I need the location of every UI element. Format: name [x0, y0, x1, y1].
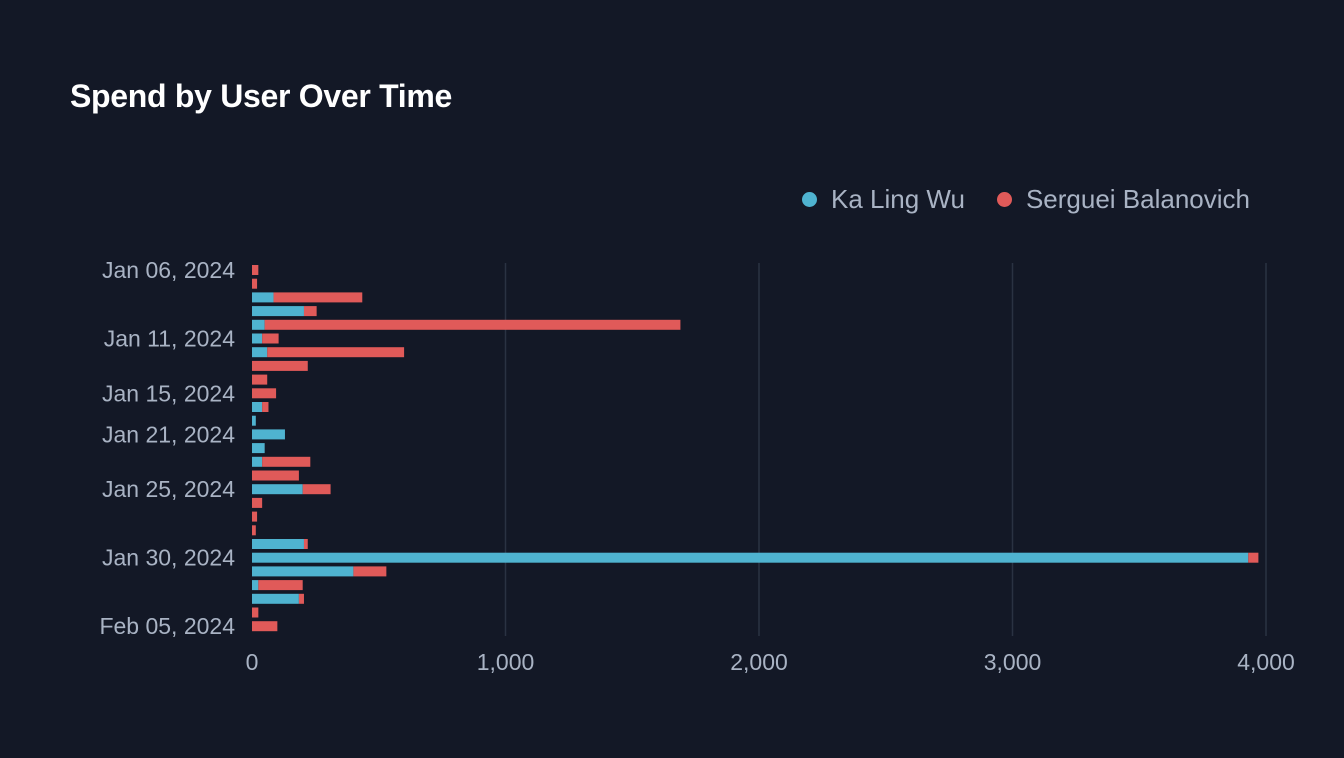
- y-tick-label-jan-25-2024: Jan 25, 2024: [102, 476, 235, 502]
- bar-serguei-balanovich-jan-30-2024[interactable]: [1248, 552, 1259, 563]
- bar-serguei-balanovich-jan-15-2024[interactable]: [252, 388, 277, 399]
- bar-group-jan-22-2024[interactable]: [252, 443, 265, 454]
- bar-group-jan-23-2024[interactable]: [252, 456, 311, 467]
- bar-ka-ling-wu-jan-09-2024[interactable]: [252, 306, 304, 317]
- y-tick-label-jan-15-2024: Jan 15, 2024: [102, 380, 235, 406]
- bar-ka-ling-wu-jan-22-2024[interactable]: [252, 443, 265, 454]
- y-tick-label-jan-06-2024: Jan 06, 2024: [102, 257, 235, 283]
- bar-serguei-balanovich-jan-24-2024[interactable]: [252, 470, 299, 481]
- bar-group-jan-25-2024[interactable]: [252, 484, 331, 495]
- bar-ka-ling-wu-feb-01-2024[interactable]: [252, 580, 259, 591]
- bars: [252, 265, 1259, 632]
- x-tick-label-0: 0: [246, 649, 259, 675]
- bar-group-jan-09-2024[interactable]: [252, 306, 317, 317]
- bar-group-jan-10-2024[interactable]: [252, 319, 681, 330]
- x-tick-label-3000: 3,000: [984, 649, 1042, 675]
- bar-serguei-balanovich-jan-10-2024[interactable]: [264, 319, 681, 330]
- bar-ka-ling-wu-jan-25-2024[interactable]: [252, 484, 303, 495]
- bar-ka-ling-wu-jan-16-2024[interactable]: [252, 402, 263, 412]
- bar-group-feb-02-2024[interactable]: [252, 593, 304, 604]
- bar-group-jan-24-2024[interactable]: [252, 470, 299, 481]
- bar-group-jan-06-2024[interactable]: [252, 265, 259, 275]
- bar-group-jan-13-2024[interactable]: [252, 360, 308, 371]
- bar-serguei-balanovich-feb-02-2024[interactable]: [298, 593, 304, 604]
- bar-serguei-balanovich-jan-07-2024[interactable]: [252, 278, 258, 289]
- x-tick-label-1000: 1,000: [477, 649, 535, 675]
- chart-title: Spend by User Over Time: [70, 78, 452, 114]
- bar-group-jan-12-2024[interactable]: [252, 347, 405, 358]
- legend-label-serguei-balanovich: Serguei Balanovich: [1025, 184, 1250, 214]
- bar-group-jan-21-2024[interactable]: [252, 429, 285, 440]
- bar-group-jan-15-2024[interactable]: [252, 388, 277, 399]
- bar-ka-ling-wu-feb-02-2024[interactable]: [252, 593, 299, 604]
- bar-ka-ling-wu-jan-11-2024[interactable]: [252, 333, 263, 344]
- legend-swatch-serguei-balanovich: [996, 192, 1012, 207]
- bar-group-feb-03-2024[interactable]: [252, 607, 259, 618]
- bar-group-feb-01-2024[interactable]: [252, 580, 303, 591]
- bar-serguei-balanovich-jan-31-2024[interactable]: [353, 566, 387, 577]
- legend-item-serguei-balanovich[interactable]: Serguei Balanovich: [996, 184, 1250, 215]
- bar-ka-ling-wu-jan-21-2024[interactable]: [252, 429, 285, 440]
- chart-legend: Ka Ling Wu Serguei Balanovich: [802, 184, 1250, 215]
- bar-serguei-balanovich-jan-25-2024[interactable]: [302, 484, 331, 495]
- bar-group-jan-27-2024[interactable]: [252, 511, 258, 522]
- bar-ka-ling-wu-jan-08-2024[interactable]: [252, 292, 274, 303]
- bar-serguei-balanovich-jan-27-2024[interactable]: [252, 511, 258, 522]
- y-tick-label-feb-05-2024: Feb 05, 2024: [99, 613, 235, 639]
- x-tick-label-4000: 4,000: [1237, 649, 1295, 675]
- y-tick-label-jan-30-2024: Jan 30, 2024: [102, 545, 235, 571]
- bar-group-jan-18-2024[interactable]: [252, 415, 256, 426]
- bar-serguei-balanovich-feb-03-2024[interactable]: [252, 607, 259, 618]
- grid-lines: [504, 263, 1267, 636]
- bar-serguei-balanovich-jan-23-2024[interactable]: [262, 456, 311, 467]
- bar-group-jan-29-2024[interactable]: [252, 539, 308, 549]
- bar-serguei-balanovich-jan-06-2024[interactable]: [252, 265, 259, 275]
- bar-ka-ling-wu-jan-31-2024[interactable]: [252, 566, 354, 577]
- bar-serguei-balanovich-jan-12-2024[interactable]: [267, 347, 405, 358]
- bar-serguei-balanovich-jan-28-2024[interactable]: [252, 525, 256, 536]
- y-tick-label-jan-21-2024: Jan 21, 2024: [102, 421, 235, 447]
- bar-ka-ling-wu-jan-29-2024[interactable]: [252, 539, 304, 549]
- bar-ka-ling-wu-jan-18-2024[interactable]: [252, 415, 256, 426]
- x-tick-label-2000: 2,000: [730, 649, 788, 675]
- bar-group-jan-16-2024[interactable]: [252, 402, 269, 412]
- bar-serguei-balanovich-jan-14-2024[interactable]: [252, 374, 268, 385]
- bar-ka-ling-wu-jan-30-2024[interactable]: [252, 552, 1249, 563]
- bar-group-jan-31-2024[interactable]: [252, 566, 387, 577]
- bar-group-jan-08-2024[interactable]: [252, 292, 363, 303]
- bar-serguei-balanovich-jan-29-2024[interactable]: [303, 539, 308, 549]
- bar-group-jan-14-2024[interactable]: [252, 374, 268, 385]
- bar-serguei-balanovich-jan-13-2024[interactable]: [252, 360, 308, 371]
- y-axis-ticks: Jan 06, 2024 Jan 11, 2024 Jan 15, 2024 Jan …: [99, 257, 235, 639]
- bar-group-jan-11-2024[interactable]: [252, 333, 279, 344]
- bar-serguei-balanovich-feb-05-2024[interactable]: [252, 621, 278, 632]
- x-axis-ticks: 0 1,000 2,000 3,000 4,000: [246, 649, 1295, 675]
- legend-swatch-ka-ling-wu: [802, 192, 818, 207]
- bar-serguei-balanovich-jan-26-2024[interactable]: [252, 497, 263, 508]
- bar-group-jan-30-2024[interactable]: [252, 552, 1259, 563]
- legend-item-ka-ling-wu[interactable]: Ka Ling Wu: [802, 184, 965, 215]
- bar-group-jan-28-2024[interactable]: [252, 525, 256, 536]
- bar-serguei-balanovich-jan-16-2024[interactable]: [262, 402, 269, 412]
- bar-ka-ling-wu-jan-10-2024[interactable]: [252, 319, 265, 330]
- legend-label-ka-ling-wu: Ka Ling Wu: [831, 184, 965, 214]
- bar-serguei-balanovich-jan-11-2024[interactable]: [262, 333, 279, 344]
- bar-ka-ling-wu-jan-12-2024[interactable]: [252, 347, 268, 358]
- bar-ka-ling-wu-jan-23-2024[interactable]: [252, 456, 263, 467]
- y-tick-label-jan-11-2024: Jan 11, 2024: [104, 326, 236, 352]
- bar-serguei-balanovich-jan-08-2024[interactable]: [273, 292, 363, 303]
- bar-group-jan-07-2024[interactable]: [252, 278, 258, 289]
- bar-serguei-balanovich-feb-01-2024[interactable]: [258, 580, 303, 591]
- bar-group-feb-05-2024[interactable]: [252, 621, 278, 632]
- bar-serguei-balanovich-jan-09-2024[interactable]: [303, 306, 317, 317]
- bar-group-jan-26-2024[interactable]: [252, 497, 263, 508]
